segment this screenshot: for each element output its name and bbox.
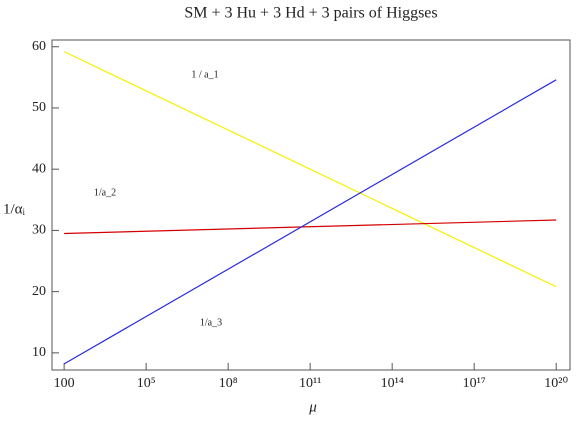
y-tick-label: 30	[32, 223, 46, 238]
series-line	[63, 79, 557, 365]
x-tick-label: 100	[54, 376, 75, 391]
y-tick-label: 60	[32, 39, 46, 54]
chart-title: SM + 3 Hu + 3 Hd + 3 pairs of Higgses	[184, 5, 437, 22]
plot-frame	[51, 39, 571, 371]
x-tick-label: 10¹¹	[299, 376, 321, 391]
x-tick-label: 10¹⁷	[463, 376, 486, 391]
x-tick-label: 10²⁰	[544, 376, 568, 391]
series-line	[64, 219, 557, 235]
series-label: 1 / a_1	[191, 69, 218, 80]
y-tick-label: 50	[32, 100, 46, 115]
y-tick-label: 20	[32, 284, 46, 299]
series-label: 1/a_3	[200, 317, 222, 328]
x-axis-label: μ	[308, 399, 317, 415]
y-axis-label: 1/αᵢ	[3, 201, 26, 217]
y-tick-label: 40	[32, 161, 46, 176]
y-tick-label: 10	[32, 345, 46, 360]
x-tick-label: 10⁵	[137, 376, 156, 391]
series-label: 1/a_2	[94, 187, 116, 198]
series-line	[63, 51, 557, 288]
x-tick-label: 10¹⁴	[381, 376, 404, 391]
x-tick-label: 10⁸	[219, 376, 238, 391]
